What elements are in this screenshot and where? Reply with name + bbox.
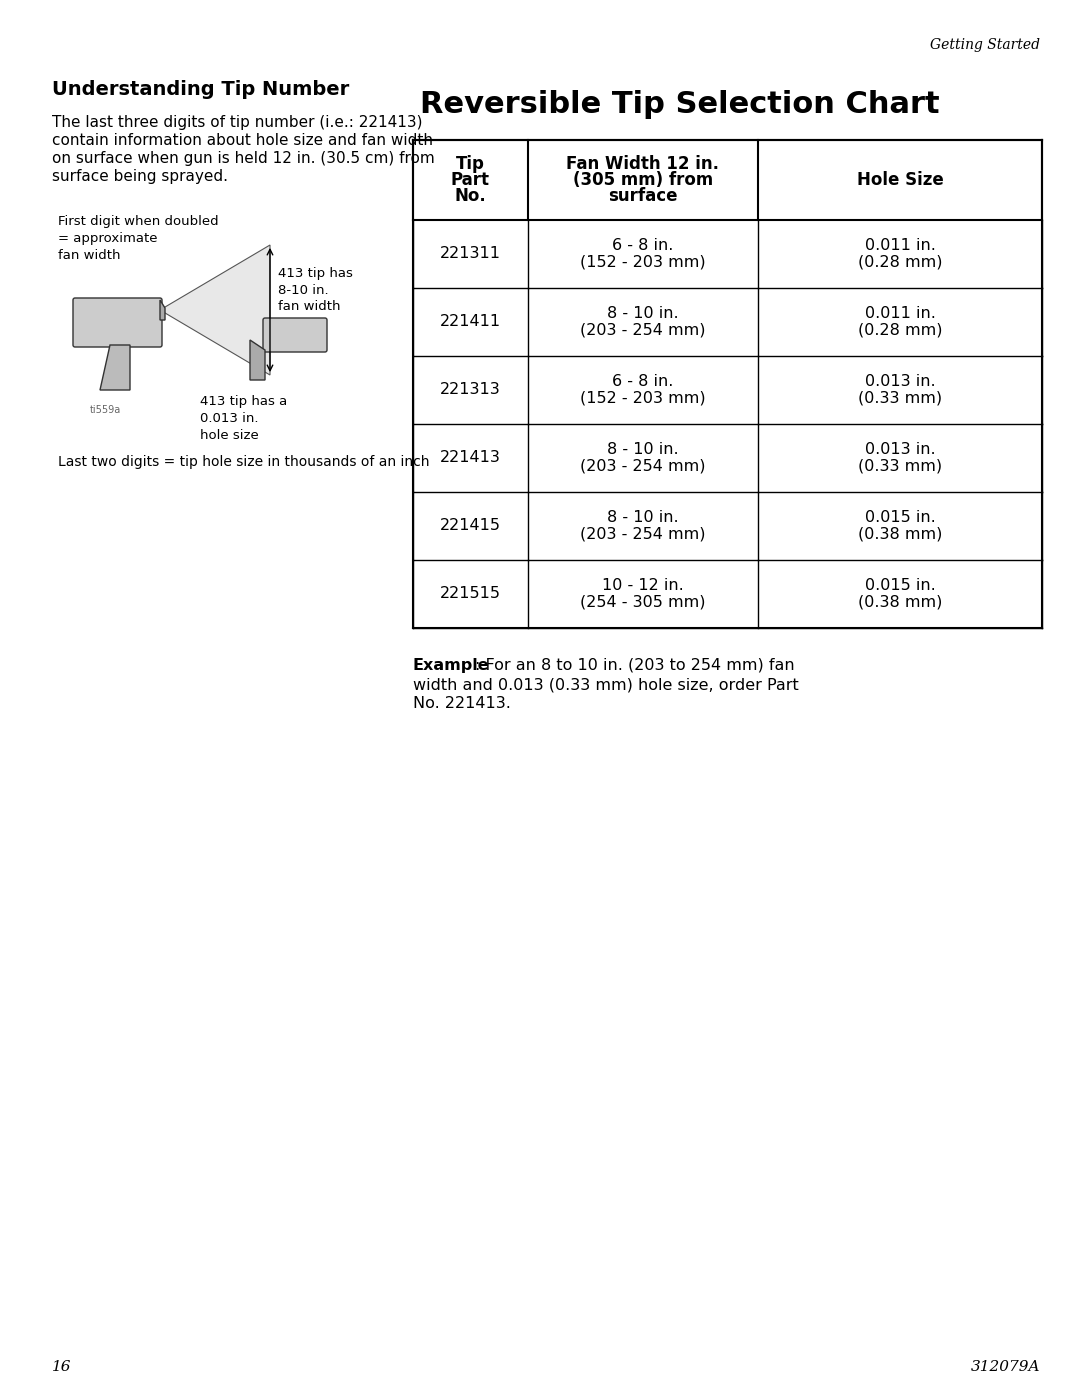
Text: (0.28 mm): (0.28 mm) (858, 323, 942, 338)
Text: Tip: Tip (456, 155, 485, 173)
FancyBboxPatch shape (73, 298, 162, 346)
Text: No. 221413.: No. 221413. (413, 696, 511, 711)
Text: : For an 8 to 10 in. (203 to 254 mm) fan: : For an 8 to 10 in. (203 to 254 mm) fan (475, 658, 795, 673)
Text: Last two digits = tip hole size in thousands of an inch: Last two digits = tip hole size in thous… (58, 455, 430, 469)
Text: 221413: 221413 (440, 450, 501, 465)
Polygon shape (100, 345, 130, 390)
Text: Hole Size: Hole Size (856, 170, 943, 189)
Text: 0.015 in.: 0.015 in. (865, 510, 935, 525)
Text: 6 - 8 in.: 6 - 8 in. (612, 239, 674, 253)
Text: 413 tip has a
0.013 in.
hole size: 413 tip has a 0.013 in. hole size (200, 395, 287, 441)
Text: surface being sprayed.: surface being sprayed. (52, 169, 228, 184)
Text: 6 - 8 in.: 6 - 8 in. (612, 374, 674, 390)
Text: Part: Part (451, 170, 490, 189)
Text: 10 - 12 in.: 10 - 12 in. (603, 578, 684, 594)
Text: 0.011 in.: 0.011 in. (865, 306, 935, 321)
Text: 221415: 221415 (440, 518, 501, 534)
Text: 16: 16 (52, 1361, 71, 1375)
Text: width and 0.013 (0.33 mm) hole size, order Part: width and 0.013 (0.33 mm) hole size, ord… (413, 678, 799, 692)
Text: Fan Width 12 in.: Fan Width 12 in. (567, 155, 719, 173)
Text: First digit when doubled: First digit when doubled (58, 215, 218, 228)
Text: (0.38 mm): (0.38 mm) (858, 595, 942, 609)
Text: Understanding Tip Number: Understanding Tip Number (52, 80, 349, 99)
Polygon shape (160, 244, 270, 374)
Polygon shape (160, 300, 165, 320)
Text: The last three digits of tip number (i.e.: 221413): The last three digits of tip number (i.e… (52, 115, 422, 130)
Text: (0.28 mm): (0.28 mm) (858, 254, 942, 270)
Text: 0.011 in.: 0.011 in. (865, 239, 935, 253)
Bar (413, 140, 1042, 219)
Text: 221515: 221515 (440, 587, 501, 602)
Text: on surface when gun is held 12 in. (30.5 cm) from: on surface when gun is held 12 in. (30.5… (52, 151, 435, 166)
Text: (203 - 254 mm): (203 - 254 mm) (580, 323, 705, 338)
Text: Reversible Tip Selection Chart: Reversible Tip Selection Chart (420, 89, 940, 119)
Text: (0.33 mm): (0.33 mm) (858, 458, 942, 474)
Text: = approximate: = approximate (58, 232, 158, 244)
Text: 0.015 in.: 0.015 in. (865, 578, 935, 594)
Text: ti559a: ti559a (90, 405, 121, 415)
Polygon shape (249, 339, 265, 380)
Text: 8 - 10 in.: 8 - 10 in. (607, 306, 679, 321)
Text: 8 - 10 in.: 8 - 10 in. (607, 443, 679, 457)
Text: (152 - 203 mm): (152 - 203 mm) (580, 391, 706, 405)
Text: Example: Example (413, 658, 489, 673)
Text: No.: No. (455, 187, 486, 205)
Text: (203 - 254 mm): (203 - 254 mm) (580, 458, 705, 474)
Text: 0.013 in.: 0.013 in. (865, 443, 935, 457)
FancyBboxPatch shape (264, 319, 327, 352)
Text: 221411: 221411 (440, 314, 501, 330)
Text: 312079A: 312079A (971, 1361, 1040, 1375)
Text: (0.38 mm): (0.38 mm) (858, 527, 942, 542)
Text: fan width: fan width (58, 249, 121, 263)
Text: (203 - 254 mm): (203 - 254 mm) (580, 527, 705, 542)
Text: contain information about hole size and fan width: contain information about hole size and … (52, 133, 433, 148)
Text: 8 - 10 in.: 8 - 10 in. (607, 510, 679, 525)
Text: 221313: 221313 (441, 383, 501, 398)
Text: surface: surface (608, 187, 678, 205)
Text: Getting Started: Getting Started (930, 38, 1040, 52)
Text: 0.013 in.: 0.013 in. (865, 374, 935, 390)
Text: (0.33 mm): (0.33 mm) (858, 391, 942, 405)
Text: (152 - 203 mm): (152 - 203 mm) (580, 254, 706, 270)
Text: 221311: 221311 (440, 246, 501, 261)
Text: (254 - 305 mm): (254 - 305 mm) (580, 595, 705, 609)
Text: (305 mm) from: (305 mm) from (572, 170, 713, 189)
Text: 413 tip has
8-10 in.
fan width: 413 tip has 8-10 in. fan width (278, 267, 353, 313)
